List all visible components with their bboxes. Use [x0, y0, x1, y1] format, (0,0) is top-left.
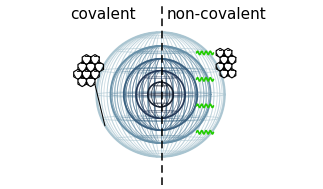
Text: covalent: covalent	[70, 7, 136, 22]
Text: non-covalent: non-covalent	[166, 7, 266, 22]
